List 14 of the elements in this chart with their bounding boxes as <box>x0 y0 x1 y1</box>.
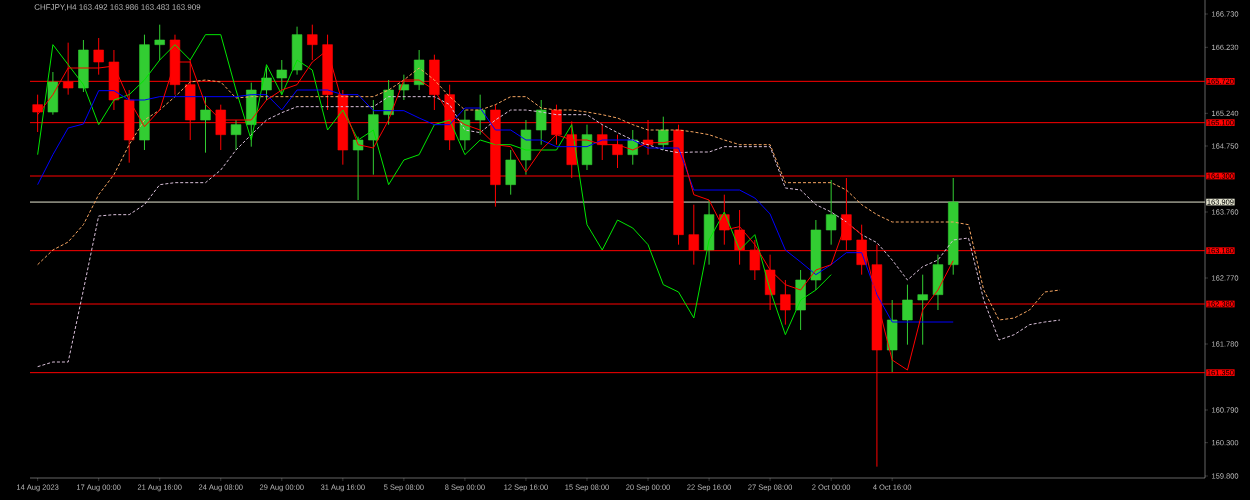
candlestick <box>352 136 364 201</box>
candlestick <box>261 66 272 101</box>
candlestick <box>612 134 623 169</box>
candlestick <box>658 116 669 151</box>
candlestick <box>398 74 410 101</box>
candlestick <box>230 119 242 151</box>
candlestick <box>536 99 547 146</box>
candlestick <box>474 94 486 136</box>
candlestick <box>154 24 165 61</box>
candlestick <box>902 284 913 346</box>
candlestick <box>200 96 211 154</box>
candlestick <box>917 274 928 346</box>
candlestick <box>825 179 837 246</box>
candlestick <box>276 59 287 96</box>
